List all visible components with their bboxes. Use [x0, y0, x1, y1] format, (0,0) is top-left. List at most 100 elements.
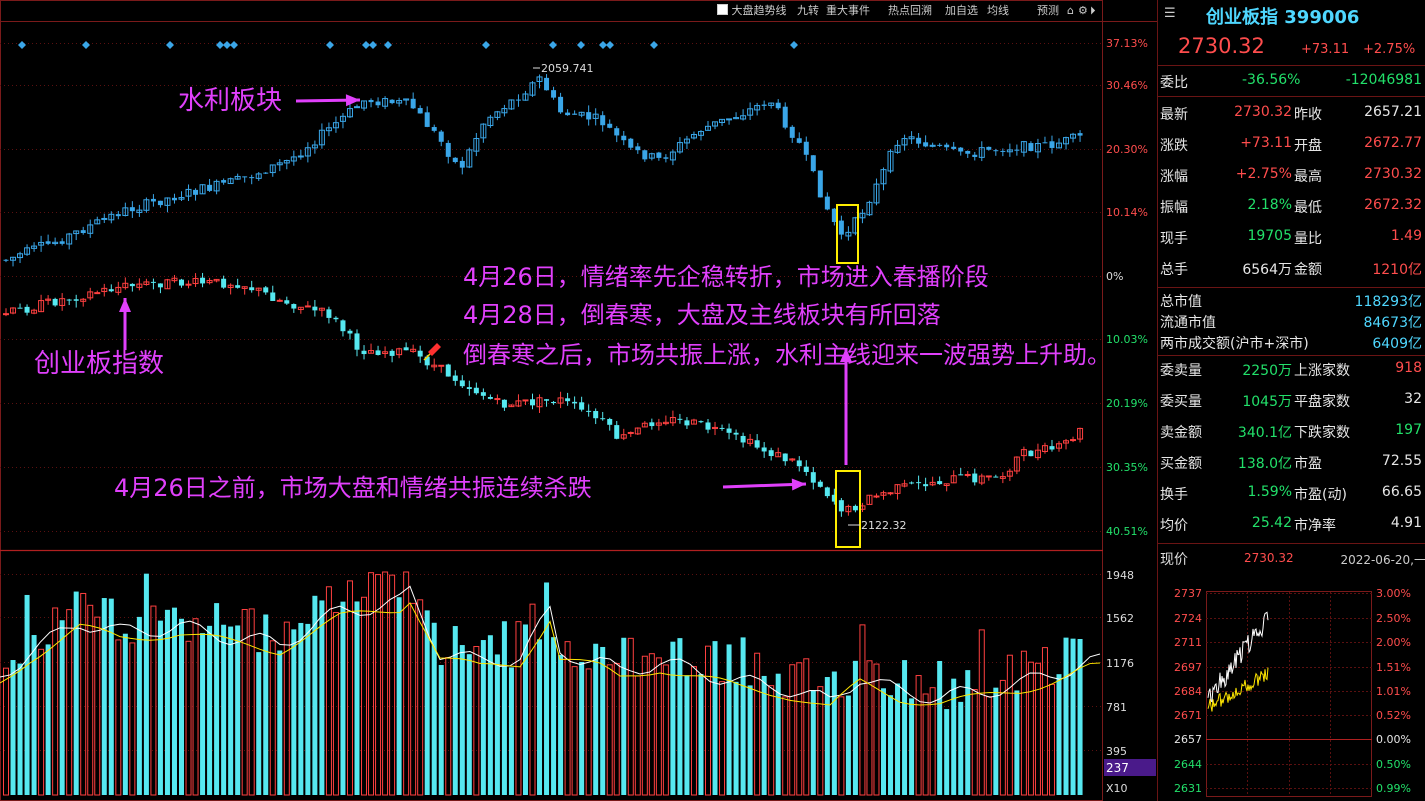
- candle-body: [59, 298, 66, 306]
- quote-code: 399006: [1284, 7, 1360, 28]
- candle-body: [94, 219, 101, 225]
- candle-body: [269, 164, 276, 174]
- volume-bar: [937, 660, 943, 795]
- candle-body: [908, 136, 915, 140]
- candle-body: [115, 214, 121, 217]
- volume-bar: [1034, 662, 1041, 796]
- event-marker[interactable]: [482, 41, 490, 49]
- toolbar-add-watchlist[interactable]: 加自选: [945, 4, 978, 17]
- list-icon[interactable]: ☰: [1164, 6, 1176, 21]
- candle-body: [999, 476, 1006, 479]
- quote-change-pct: +2.75%: [1363, 42, 1416, 57]
- candle-body: [185, 283, 192, 286]
- candle-body: [768, 450, 774, 457]
- kline-chart[interactable]: 37.13% 30.46% 20.30% 10.14% 0% 10.03% 20.19% 30…: [0, 0, 1157, 801]
- volume-bar: [45, 644, 51, 795]
- candle-body: [648, 153, 655, 159]
- volume-bar: [466, 654, 472, 795]
- event-marker[interactable]: [362, 41, 370, 49]
- candle-body: [361, 350, 367, 355]
- toolbar-hotspot-review[interactable]: 热点回溯: [888, 4, 932, 17]
- candle-body: [270, 292, 276, 301]
- candle-body: [754, 440, 760, 448]
- event-marker[interactable]: [82, 41, 90, 49]
- candle-body: [1006, 149, 1013, 153]
- quote-name: 创业板指: [1206, 7, 1278, 28]
- volume-bar: [551, 637, 557, 795]
- event-marker[interactable]: [326, 41, 334, 49]
- candle-body: [515, 400, 522, 407]
- candle-body: [284, 300, 290, 304]
- candle-body: [950, 475, 957, 484]
- weibi-value: -12046981: [1345, 72, 1422, 88]
- event-marker[interactable]: [18, 41, 26, 49]
- quote-c-value: 1.59%: [1247, 484, 1292, 500]
- volume-bar: [431, 622, 437, 795]
- candle-body: [242, 176, 248, 178]
- candle-body: [557, 397, 564, 404]
- volume-bar: [662, 664, 669, 796]
- event-marker[interactable]: [599, 41, 607, 49]
- upper-axis-label: 40.51%: [1106, 525, 1148, 538]
- checkbox-box[interactable]: [717, 4, 728, 15]
- volume-bar: [1056, 674, 1062, 795]
- quote-a-label: 最高: [1294, 169, 1322, 185]
- pin-icon[interactable]: [428, 343, 441, 356]
- quote-b-value: 84673亿: [1363, 315, 1422, 331]
- toolbar-major-events[interactable]: 重大事件: [826, 4, 870, 17]
- event-marker[interactable]: [223, 41, 231, 49]
- event-marker[interactable]: [230, 41, 238, 49]
- intraday-mini-chart[interactable]: 2737 3.00% 2724 2.50% 2711 2.00% 2697 1.51% 2684…: [1158, 579, 1425, 801]
- event-marker[interactable]: [790, 41, 798, 49]
- candle-body: [733, 432, 739, 435]
- candle-body: [234, 175, 241, 180]
- event-marker[interactable]: [650, 41, 658, 49]
- quote-a-label: 量比: [1294, 231, 1322, 247]
- volume-unit: X10: [1106, 782, 1128, 795]
- candle-body: [901, 138, 908, 146]
- candle-body: [17, 253, 24, 259]
- candle-body: [978, 147, 985, 158]
- candle-body: [129, 283, 135, 287]
- mini-left-label: 2737: [1174, 587, 1202, 600]
- event-marker[interactable]: [369, 41, 377, 49]
- toolbar-moving-average[interactable]: 均线: [987, 4, 1009, 17]
- event-marker[interactable]: [166, 41, 174, 49]
- candle-body: [24, 247, 31, 255]
- volume-bar: [951, 678, 957, 795]
- trend-checkbox[interactable]: 大盘趋势线: [717, 3, 787, 19]
- volume-bar: [845, 695, 851, 795]
- volume-bar: [452, 626, 458, 795]
- mini-left-label: 2631: [1174, 782, 1202, 795]
- candle-body: [1013, 456, 1020, 472]
- toolbar-forecast[interactable]: 预测: [1037, 4, 1059, 17]
- candle-body: [887, 150, 894, 172]
- volume-bar: [417, 599, 424, 796]
- volume-bar: [1027, 661, 1034, 796]
- candle-body: [501, 399, 507, 408]
- quote-c-label: 委卖量: [1160, 363, 1202, 379]
- candle-body: [964, 473, 971, 476]
- candle-body: [831, 494, 837, 502]
- arrow-to-index-head: [119, 298, 131, 312]
- event-marker[interactable]: [606, 41, 614, 49]
- quote-c-label: 上涨家数: [1294, 363, 1350, 379]
- event-marker[interactable]: [216, 41, 224, 49]
- event-marker[interactable]: [577, 41, 585, 49]
- candle-body: [1042, 142, 1048, 144]
- gear-icon[interactable]: ⚙: [1078, 4, 1088, 17]
- toolbar-nine-turn[interactable]: 九转: [797, 4, 819, 17]
- volume-bar: [108, 598, 114, 795]
- event-marker[interactable]: [384, 41, 392, 49]
- volume-bar: [164, 609, 170, 795]
- volume-bar: [10, 660, 16, 795]
- candle-body: [417, 108, 423, 114]
- candle-body: [1028, 143, 1034, 151]
- volume-bar: [558, 654, 564, 795]
- lock-icon[interactable]: ⌂: [1067, 4, 1074, 17]
- volume-bar: [1070, 638, 1076, 795]
- volume-bar: [200, 633, 206, 795]
- volume-bar: [627, 637, 634, 796]
- event-marker[interactable]: [549, 41, 557, 49]
- collapse-icon[interactable]: ⏵: [1090, 4, 1096, 17]
